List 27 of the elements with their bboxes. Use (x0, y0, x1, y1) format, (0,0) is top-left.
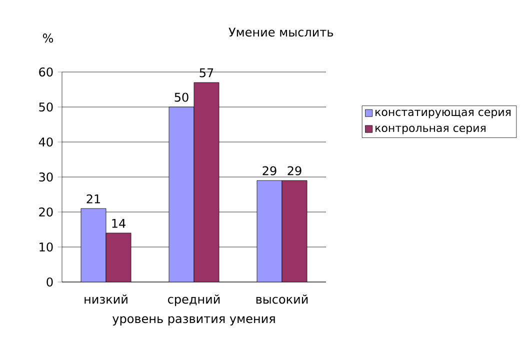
y-tick-label: 60 (39, 67, 53, 77)
data-label: 50 (174, 92, 188, 102)
y-tick-label: 0 (46, 277, 53, 287)
legend-label: контрольная серия (376, 126, 486, 134)
legend-label: констатирующая серия (376, 110, 511, 118)
x-tick-label: низкий (84, 294, 128, 304)
data-label: 14 (112, 219, 126, 228)
bar (194, 82, 220, 282)
y-tick-label: 50 (39, 102, 53, 112)
y-tick-label: 30 (39, 172, 53, 182)
bar (80, 208, 106, 282)
x-tick-label: средний (168, 294, 220, 306)
data-label: 29 (288, 166, 302, 176)
data-label: 29 (262, 166, 276, 176)
bar (106, 232, 132, 282)
data-label: 21 (86, 194, 100, 204)
y-tick-label: 20 (39, 207, 53, 217)
chart-title: Умение мыслить (228, 28, 334, 37)
x-axis-title: уровень развития умения (112, 316, 275, 326)
data-label: 57 (200, 68, 214, 78)
bar (168, 106, 194, 282)
x-tick-label: высокий (256, 294, 308, 304)
y-axis-title: % (42, 34, 54, 43)
y-tick-label: 10 (40, 242, 53, 252)
y-tick-label: 40 (38, 137, 53, 147)
bar (256, 180, 282, 282)
bar (282, 180, 308, 282)
